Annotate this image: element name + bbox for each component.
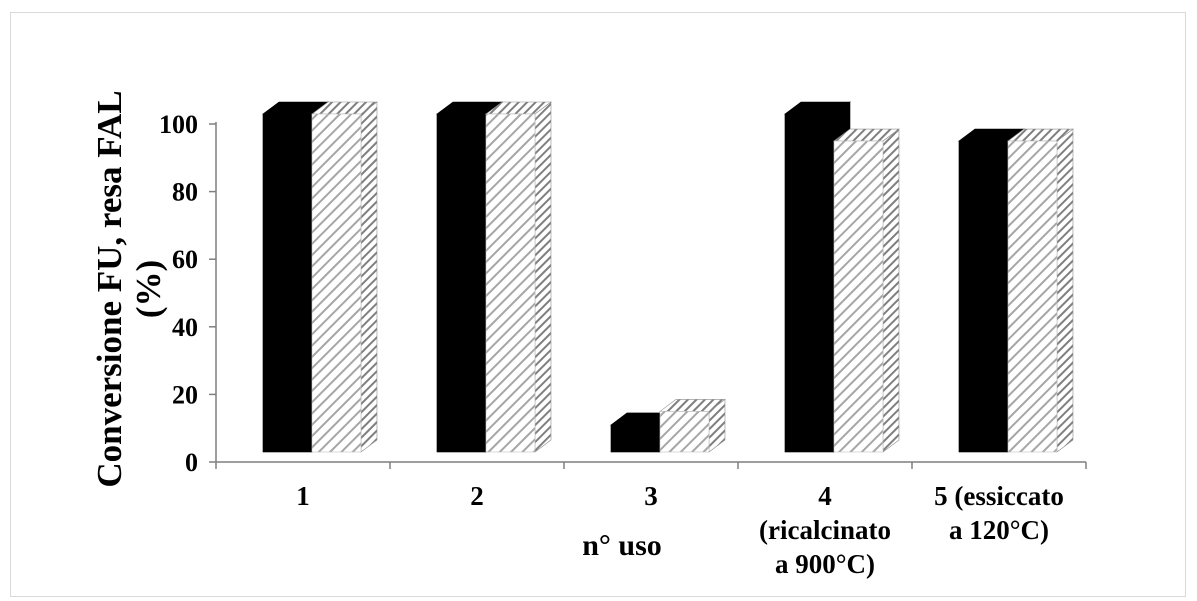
x-category-label: 4 [818, 481, 832, 511]
x-category-label: 2 [470, 481, 484, 511]
bar-s2-c4 [833, 128, 900, 453]
y-tick-label: 100 [159, 110, 198, 139]
bar-side [534, 101, 552, 453]
y-tick-label: 40 [172, 313, 198, 342]
axes [215, 122, 1086, 463]
bar-front [784, 113, 835, 453]
x-category-label: a 120°C) [949, 515, 1049, 545]
bar-s2-c3 [659, 398, 726, 453]
bar-front [1007, 140, 1058, 453]
y-tick-label: 60 [172, 245, 198, 274]
bar-front [958, 140, 1009, 453]
bar-s1-c2 [436, 101, 503, 453]
bar-s2-c5 [1007, 128, 1074, 453]
x-category-label: (ricalcinato [759, 515, 891, 545]
x-ticks: 1 2 3 4 (ricalcinato a 900°C) 5 (essiccato a 12… [215, 462, 1087, 579]
x-category-label: 5 (essiccato [934, 481, 1064, 511]
y-axis-title-line-1: Conversione FU, resa FAL [90, 90, 129, 487]
bar-front [262, 113, 313, 453]
y-ticks: 0 20 40 60 80 100 [159, 110, 216, 477]
x-category-label: 3 [644, 481, 658, 511]
bar-front [485, 113, 536, 453]
x-axis-title: n° uso [582, 529, 662, 562]
bar-front [659, 411, 710, 453]
y-tick-label: 0 [185, 448, 198, 477]
x-category-label: a 900°C) [775, 549, 875, 579]
bar-s2-c2 [485, 101, 552, 453]
bar-front [436, 113, 487, 453]
bar-side [360, 101, 378, 453]
y-tick-label: 20 [172, 380, 198, 409]
bar-s2-c1 [311, 101, 378, 453]
bar-front [610, 424, 661, 453]
x-category-label: 1 [296, 481, 310, 511]
bars [262, 101, 1074, 453]
bar-side [1056, 128, 1074, 453]
y-axis-title-line-2: (%) [129, 260, 168, 318]
bar-front [311, 113, 362, 453]
y-tick-label: 80 [172, 178, 198, 207]
bar-front [833, 140, 884, 453]
bar-side [882, 128, 900, 453]
